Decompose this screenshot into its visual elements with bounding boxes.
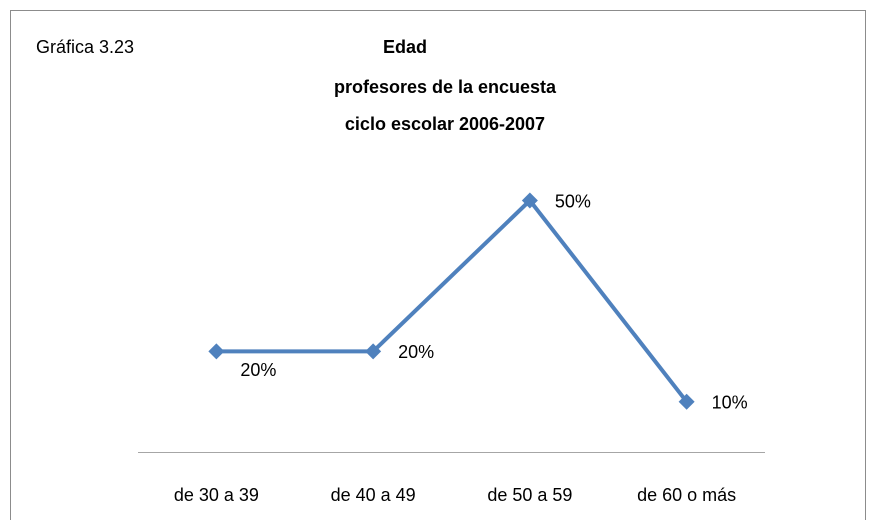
data-label: 20%	[398, 342, 434, 362]
x-tick-label: de 50 a 59	[487, 485, 572, 505]
chart-subtitle: profesores de la encuesta	[334, 77, 557, 97]
marker	[365, 343, 382, 360]
chart-title: Edad	[383, 37, 427, 57]
x-tick-label: de 40 a 49	[331, 485, 416, 505]
data-label: 20%	[240, 360, 276, 380]
annotation: Gráfica 3.23	[36, 37, 134, 57]
line	[216, 198, 689, 403]
marker	[678, 393, 695, 410]
marker	[521, 192, 538, 209]
data-label: 50%	[555, 191, 591, 211]
x-tick-label: de 30 a 39	[174, 485, 259, 505]
chart-subtitle: ciclo escolar 2006-2007	[345, 114, 545, 134]
data-label: 10%	[712, 392, 748, 412]
x-tick-label: de 60 o más	[637, 485, 736, 505]
marker	[208, 343, 225, 360]
chart-frame	[10, 10, 866, 520]
